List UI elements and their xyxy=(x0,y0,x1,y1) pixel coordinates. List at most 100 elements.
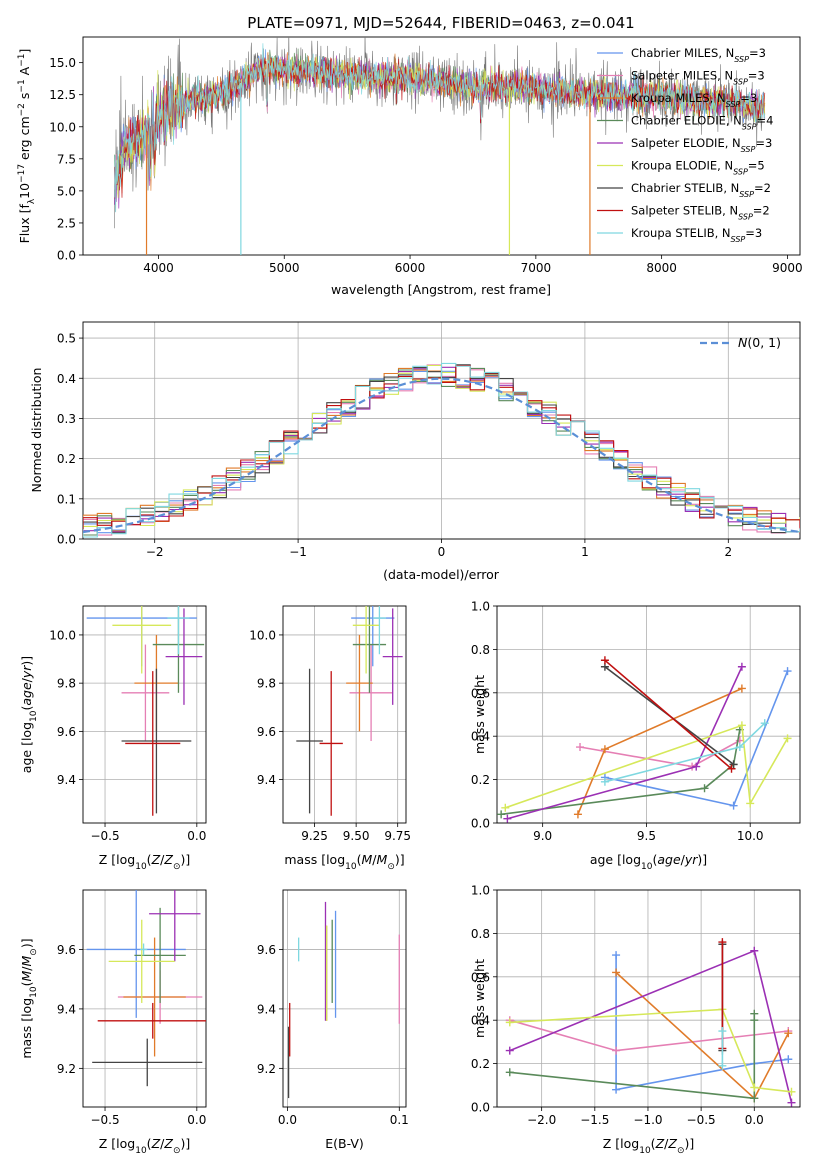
legend-label: Chabrier MILES, NSSP=3 xyxy=(631,46,766,64)
age-vs-Z-xlabel: Z [log10(Z/Z⊙)] xyxy=(99,852,191,872)
weight-marker xyxy=(505,1068,514,1077)
x-tick-label: 0 xyxy=(438,545,446,559)
weight-marker xyxy=(737,721,746,730)
residuals-xlabel: (data-model)/error xyxy=(383,567,500,582)
y-tick-label: 0.5 xyxy=(57,332,76,346)
age-vs-Z-ylabel: age [log10(age/yr)] xyxy=(19,656,39,773)
x-tick-label: 9.25 xyxy=(301,829,328,843)
x-tick-label: 0.0 xyxy=(187,1113,206,1127)
legend-label: Salpeter ELODIE, NSSP=3 xyxy=(631,136,772,154)
y-tick-label: 7.5 xyxy=(57,152,76,166)
legend-label: Chabrier ELODIE, NSSP=4 xyxy=(631,114,773,132)
x-tick-label: 8000 xyxy=(646,261,677,275)
x-tick-label: −0.5 xyxy=(90,1113,119,1127)
weight-marker xyxy=(573,810,582,819)
weight-marker xyxy=(600,745,609,754)
weight-marker xyxy=(718,1027,727,1036)
age-vs-mass-xlabel: mass [log10(M/M⊙)] xyxy=(284,852,404,872)
x-tick-label: 2 xyxy=(724,545,732,559)
y-tick-label: 0.4 xyxy=(471,730,490,744)
weight-marker xyxy=(729,801,738,810)
y-tick-label: 10.0 xyxy=(49,628,76,642)
y-tick-label: 0.2 xyxy=(471,1057,490,1071)
residual-legend: N(0, 1) xyxy=(700,335,781,350)
massweight-vs-Z-series xyxy=(505,938,796,1107)
age-vs-Z-axes: −0.5 0.0 9.4 9.6 9.8 10.0 Z [log10(Z/Z⊙)] age [… xyxy=(19,605,207,872)
y-tick-label: 0.0 xyxy=(57,533,76,547)
spectrum-frame xyxy=(82,36,801,256)
x-tick-label: 9.0 xyxy=(533,829,552,843)
x-tick-label: 9.75 xyxy=(384,829,411,843)
weight-marker xyxy=(760,719,769,728)
weight-marker xyxy=(600,656,609,665)
y-tick-label: 0.6 xyxy=(471,970,490,984)
age-vs-mass-points xyxy=(296,606,403,816)
massweight-vs-Z-ylabel: mass weight xyxy=(472,959,487,1038)
residual-histograms xyxy=(83,362,800,538)
y-tick-label: 0.0 xyxy=(471,817,490,831)
weight-marker xyxy=(692,762,701,771)
y-tick-label: 9.4 xyxy=(257,1002,276,1016)
weight-marker xyxy=(505,1046,514,1055)
legend-label: Salpeter MILES, NSSP=3 xyxy=(631,69,765,87)
weight-marker xyxy=(787,1098,796,1107)
x-tick-label: 6000 xyxy=(395,261,426,275)
x-tick-label: 5000 xyxy=(269,261,300,275)
weight-marker xyxy=(783,667,792,676)
weight-marker xyxy=(600,777,609,786)
mass-vs-Z-ylabel: mass [log10(M/M⊙)] xyxy=(19,938,39,1058)
weight-marker xyxy=(787,1087,796,1096)
weight-marker xyxy=(750,946,759,955)
massweight-vs-Z-frame xyxy=(496,889,801,1108)
normal-curve xyxy=(83,377,800,534)
mass-vs-Z-axes: −0.5 0.0 9.2 9.4 9.6 Z [log10(Z/Z⊙)] mass [log… xyxy=(19,889,207,1156)
residuals-ylabel: Normed distribution xyxy=(29,368,44,493)
x-tick-label: 0.0 xyxy=(187,829,206,843)
weight-marker xyxy=(505,1018,514,1027)
y-tick-label: 9.4 xyxy=(57,773,76,787)
weight-marker xyxy=(737,662,746,671)
weight-marker xyxy=(729,760,738,769)
x-tick-label: 9.5 xyxy=(637,829,656,843)
residuals-frame xyxy=(82,321,801,540)
x-tick-label: 10.0 xyxy=(737,829,764,843)
weight-marker xyxy=(576,743,585,752)
weight-marker xyxy=(783,734,792,743)
figure-title: PLATE=0971, MJD=52644, FIBERID=0463, z=0… xyxy=(247,14,634,32)
y-tick-label: 0.8 xyxy=(471,643,490,657)
legend-label: Salpeter STELIB, NSSP=2 xyxy=(631,204,770,222)
weight-marker xyxy=(784,1055,793,1064)
x-tick-label: 0.0 xyxy=(745,1113,764,1127)
y-tick-label: 10.0 xyxy=(49,120,76,134)
histogram-step xyxy=(83,362,800,538)
legend-label: Kroupa MILES, NSSP=3 xyxy=(631,91,757,109)
y-tick-label: 5.0 xyxy=(57,184,76,198)
legend-label: Kroupa STELIB, NSSP=3 xyxy=(631,226,762,244)
y-tick-label: 9.2 xyxy=(257,1062,276,1076)
spectrum-ylabel: Flux [fλ10−17 erg cm−2 s−1 A−1] xyxy=(17,49,37,244)
mass-vs-ebv-xlabel: E(B-V) xyxy=(325,1136,364,1151)
y-tick-label: 9.2 xyxy=(57,1062,76,1076)
x-tick-label: −0.5 xyxy=(687,1113,716,1127)
y-tick-label: 1.0 xyxy=(471,600,490,614)
weight-marker xyxy=(737,684,746,693)
x-tick-label: −1.0 xyxy=(633,1113,662,1127)
y-tick-label: 9.6 xyxy=(57,725,76,739)
y-tick-label: 9.6 xyxy=(257,725,276,739)
x-tick-label: 9.50 xyxy=(343,829,370,843)
weight-marker xyxy=(503,814,512,823)
x-tick-label: 9000 xyxy=(772,261,803,275)
y-tick-label: 0.4 xyxy=(57,372,76,386)
weight-marker xyxy=(746,799,755,808)
massweight-vs-Z-xlabel: Z [log10(Z/Z⊙)] xyxy=(603,1136,695,1156)
massweight-vs-age-ylabel: mass weight xyxy=(472,675,487,754)
weight-line xyxy=(604,659,733,770)
mass-vs-ebv-axes: 0.0 0.1 9.2 9.4 9.6 E(B-V) xyxy=(257,889,409,1151)
x-tick-label: −0.5 xyxy=(90,829,119,843)
weight-line xyxy=(509,1008,792,1093)
spectrum-axes: 4000 5000 6000 7000 8000 9000 0.0 2.5 5.0 7.5 10.0… xyxy=(17,36,803,297)
weight-marker xyxy=(612,951,621,960)
age-vs-mass-frame xyxy=(282,605,407,824)
age-vs-Z-frame xyxy=(82,605,207,824)
mass-vs-Z-points xyxy=(86,890,206,1087)
